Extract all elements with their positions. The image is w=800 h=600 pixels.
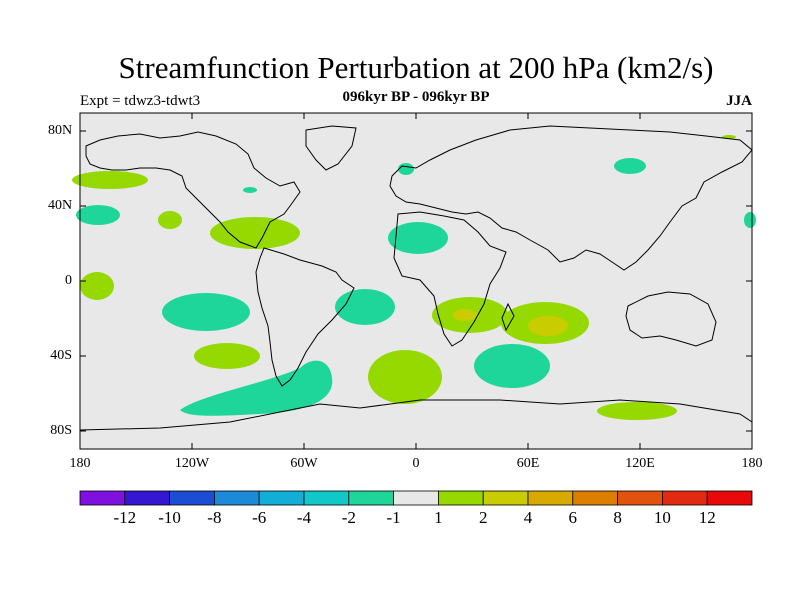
lat-tick-label: 40N [48, 198, 73, 213]
colorbar-label: 2 [478, 508, 488, 527]
colorbar [79, 490, 753, 506]
colorbar-swatch [706, 490, 753, 506]
colorbar-swatch [662, 490, 708, 506]
colorbar-swatch [437, 490, 484, 506]
colorbar-label: -12 [113, 508, 137, 527]
colorbar-swatch [124, 490, 171, 506]
positive-anomaly-region [194, 343, 260, 369]
colorbar-label: -6 [252, 508, 267, 527]
negative-anomaly-region [474, 344, 550, 388]
colorbar-swatch [303, 490, 350, 506]
positive-anomaly-region [80, 272, 114, 300]
strong-positive-anomaly-regions [453, 309, 568, 336]
colorbar-swatch [169, 490, 215, 506]
lat-tick-label: 0 [65, 273, 72, 288]
colorbar-label: 1 [434, 508, 443, 527]
map-title: Streamfunction Perturbation at 200 hPa (… [118, 50, 714, 85]
coastline-madagascar [501, 302, 515, 332]
colorbar-label: -8 [207, 508, 222, 527]
lon-tick-label: 120E [625, 456, 655, 471]
coastline-antarctica [79, 399, 753, 431]
colorbar-label: 8 [613, 508, 622, 527]
colorbar-swatch [213, 490, 260, 506]
positive-anomaly-region [597, 402, 677, 420]
colorbar-label: 6 [568, 508, 578, 527]
lon-tick-label: 180 [741, 456, 763, 471]
lon-tick-label: 180 [69, 456, 91, 471]
colorbar-label: 12 [698, 508, 716, 527]
negative-anomaly-region [398, 163, 414, 175]
coastline-south-america [255, 247, 355, 387]
lon-tick-label: 120W [174, 456, 210, 471]
colorbar-swatch [79, 490, 126, 506]
colorbar-swatch [393, 490, 439, 506]
map-subtitle: 096kyr BP - 096kyr BP [342, 89, 490, 105]
colorbar-swatch [527, 490, 574, 506]
coastline-australia [625, 291, 717, 347]
lon-tick-label: 0 [412, 456, 420, 471]
lat-tick-label: 80S [50, 423, 72, 438]
coastline-north-america [85, 131, 301, 249]
colorbar-label: -2 [341, 508, 356, 527]
season-label: JJA [726, 93, 752, 109]
coastline-africa [393, 211, 507, 347]
lat-tick-label: 40S [50, 348, 72, 363]
strong-positive-anomaly-region [453, 309, 477, 321]
negative-anomaly-region [335, 289, 395, 325]
coastlines [79, 125, 753, 431]
axis-ticks [80, 113, 752, 449]
colorbar-label: 4 [523, 508, 533, 527]
experiment-label: Expt = tdwz3-tdwt3 [80, 93, 201, 109]
lat-tick-label: 80N [48, 123, 73, 138]
negative-anomaly-region [162, 293, 250, 331]
colorbar-label: -1 [386, 508, 401, 527]
lon-tick-label: 60W [290, 456, 318, 471]
colorbar-label: 10 [653, 508, 671, 527]
negative-anomaly-region [744, 212, 756, 228]
colorbar-swatch [572, 490, 618, 506]
negative-anomaly-region [76, 205, 120, 225]
strong-positive-anomaly-region [528, 316, 568, 336]
coastline-greenland [305, 125, 357, 171]
colorbar-label: -10 [158, 508, 181, 527]
negative-anomaly-region [614, 158, 646, 174]
coastline-eurasia [389, 125, 753, 271]
colorbar-swatch [482, 490, 529, 506]
positive-anomaly-region [368, 350, 442, 404]
lon-tick-label: 60E [516, 456, 540, 471]
positive-anomaly-region [72, 171, 148, 189]
positive-anomaly-region [210, 217, 300, 249]
positive-anomaly-region [158, 211, 182, 229]
negative-anomaly-region [388, 222, 448, 254]
colorbar-swatch [617, 490, 663, 506]
colorbar-swatch [258, 490, 305, 506]
colorbar-swatch [348, 490, 394, 506]
negative-anomaly-region [243, 187, 257, 193]
colorbar-label: -4 [296, 508, 312, 527]
